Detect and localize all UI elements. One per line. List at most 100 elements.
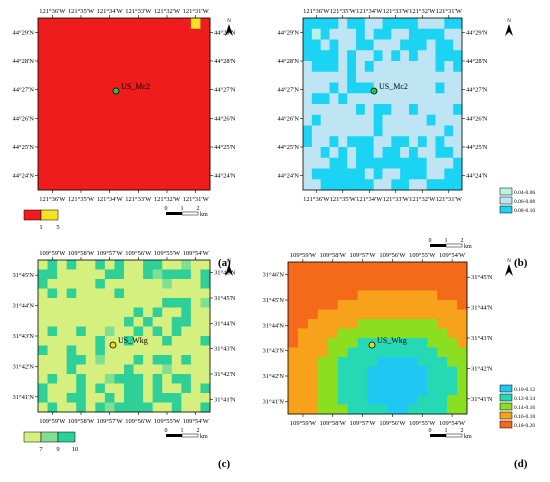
map-cell xyxy=(95,61,106,73)
map-cell xyxy=(57,61,68,73)
right-tick-label: 31°44'N xyxy=(471,305,493,312)
map-cell xyxy=(417,28,428,40)
map-cell xyxy=(85,374,96,384)
map-cell xyxy=(317,328,329,339)
map-cell xyxy=(427,395,438,405)
map-cell xyxy=(66,364,77,375)
map-cell xyxy=(171,374,182,384)
map-cell xyxy=(171,104,182,116)
map-cell xyxy=(435,28,445,40)
panel-tag: (d) xyxy=(514,458,528,470)
map-cell xyxy=(453,39,463,51)
map-cell xyxy=(337,262,349,272)
map-cell xyxy=(190,288,201,299)
map-cell xyxy=(400,39,410,51)
map-cell xyxy=(327,262,339,272)
map-cell xyxy=(57,402,68,413)
map-cell xyxy=(124,307,134,318)
map-cell xyxy=(152,317,163,327)
map-cell xyxy=(311,104,322,116)
map-cell xyxy=(338,50,348,62)
left-tick-label: 44°27'N xyxy=(278,87,300,94)
map-cell xyxy=(133,168,144,180)
top-tick-label: 109°55'W xyxy=(154,250,181,257)
map-cell xyxy=(38,374,48,384)
map-cell xyxy=(320,136,330,148)
right-tick-label: 31°43'N xyxy=(471,335,493,342)
map-cell xyxy=(367,290,378,301)
map-cell xyxy=(38,147,48,159)
right-tick-label: 44°24'N xyxy=(466,173,488,180)
map-cell xyxy=(311,136,322,148)
map-cell xyxy=(66,345,77,356)
map-cell xyxy=(357,262,368,272)
map-cell xyxy=(152,260,163,270)
map-cell xyxy=(171,93,182,105)
bottom-tick-label: 109°56'W xyxy=(379,420,406,427)
map-cell xyxy=(311,114,322,126)
map-cell xyxy=(76,269,87,280)
map-cell xyxy=(76,374,87,384)
map-cell xyxy=(124,317,134,327)
map-cell xyxy=(435,50,445,62)
map-cell xyxy=(320,104,330,116)
map-cell xyxy=(38,28,48,40)
map-cell xyxy=(437,347,448,358)
map-cell xyxy=(133,28,144,40)
map-cell xyxy=(427,338,438,348)
map-cell xyxy=(417,39,428,51)
map-cell xyxy=(377,309,388,320)
map-cell xyxy=(181,279,192,289)
map-cell xyxy=(426,50,436,62)
map-cell xyxy=(85,336,96,346)
map-cell xyxy=(66,383,77,394)
map-cell xyxy=(357,338,368,348)
map-cell xyxy=(397,366,408,377)
map-cell xyxy=(407,366,418,377)
map-cell xyxy=(364,179,375,191)
map-cell xyxy=(114,279,125,289)
map-cell xyxy=(57,18,68,30)
map-cell xyxy=(200,179,211,191)
top-tick-label: 121°33'W xyxy=(383,8,410,15)
map-cell xyxy=(114,168,125,180)
map-cell xyxy=(57,364,68,375)
map-cell xyxy=(171,61,182,73)
scale-unit: km xyxy=(200,212,208,218)
map-cell xyxy=(66,28,77,40)
map-cell xyxy=(327,271,339,282)
map-cell xyxy=(288,338,299,348)
map-cell xyxy=(181,260,192,270)
map-cell xyxy=(387,328,398,339)
map-cell xyxy=(124,269,134,280)
map-cell xyxy=(397,347,408,358)
right-tick-label: 44°26'N xyxy=(466,115,488,122)
map-cell xyxy=(114,179,125,191)
map-cell xyxy=(357,404,368,415)
top-tick-label: 121°34'W xyxy=(97,8,124,15)
map-cell xyxy=(104,125,115,137)
map-cell xyxy=(347,357,359,367)
map-cell xyxy=(57,50,68,62)
map-cell xyxy=(409,50,419,62)
map-cell xyxy=(397,404,408,415)
site-marker xyxy=(370,87,378,95)
map-cell xyxy=(124,157,134,169)
map-cell xyxy=(387,338,398,348)
map-cell xyxy=(303,71,313,83)
map-cell xyxy=(437,300,448,310)
map-cell xyxy=(47,18,58,30)
map-cell xyxy=(356,71,366,83)
map-cell xyxy=(133,260,144,270)
map-cell xyxy=(200,18,211,30)
map-cell xyxy=(104,269,115,280)
map-cell xyxy=(437,395,448,405)
map-cell xyxy=(453,179,463,191)
map-cell xyxy=(453,104,463,116)
map-cell xyxy=(124,125,134,137)
map-cell xyxy=(190,345,201,356)
map-cell xyxy=(357,300,368,310)
map-cell xyxy=(133,288,144,299)
map-cell xyxy=(57,326,68,337)
map-cell xyxy=(397,376,408,386)
